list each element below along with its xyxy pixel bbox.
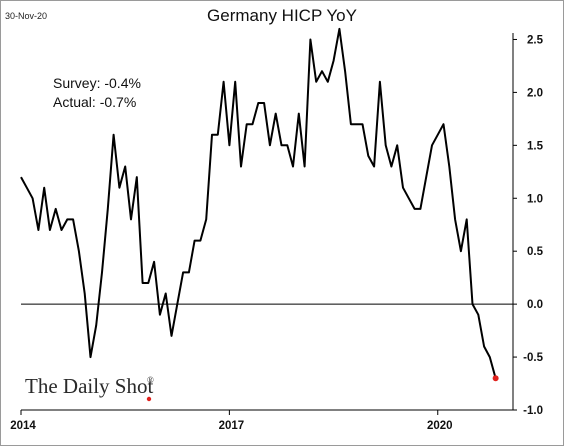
brand-name: The Daily Shot bbox=[25, 374, 153, 398]
date-stamp: 30-Nov-20 bbox=[5, 11, 48, 21]
x-tick-label: 2014 bbox=[10, 420, 36, 432]
brand-registered-mark: ® bbox=[147, 375, 154, 385]
last-point-marker bbox=[492, 375, 499, 382]
axes bbox=[21, 33, 514, 411]
actual-annotation: Actual: -0.7% bbox=[53, 94, 136, 110]
series-line bbox=[20, 27, 497, 379]
y-tick-label: -1.0 bbox=[523, 405, 543, 417]
brand-dot bbox=[146, 396, 152, 402]
x-tick-label: 2020 bbox=[427, 420, 453, 432]
series-layer bbox=[20, 27, 499, 382]
y-tick-label: 2.0 bbox=[527, 87, 543, 99]
brand-logo: The Daily Shot ® bbox=[25, 374, 154, 402]
y-tick-label: 2.5 bbox=[527, 34, 544, 46]
y-tick-label: -0.5 bbox=[523, 352, 543, 364]
axis-ticks: 2.5 2.0 1.5 1.0 0.5 0.0 -0.5 -1.0 2014 2017 2020 bbox=[10, 34, 543, 432]
y-tick-label: 1.5 bbox=[527, 140, 544, 152]
y-tick-label: 0.0 bbox=[527, 299, 543, 311]
x-tick-label: 2017 bbox=[219, 420, 245, 432]
y-tick-label: 1.0 bbox=[527, 193, 543, 205]
chart-title: Germany HICP YoY bbox=[207, 6, 357, 25]
survey-annotation: Survey: -0.4% bbox=[53, 75, 141, 91]
y-tick-label: 0.5 bbox=[527, 246, 544, 258]
